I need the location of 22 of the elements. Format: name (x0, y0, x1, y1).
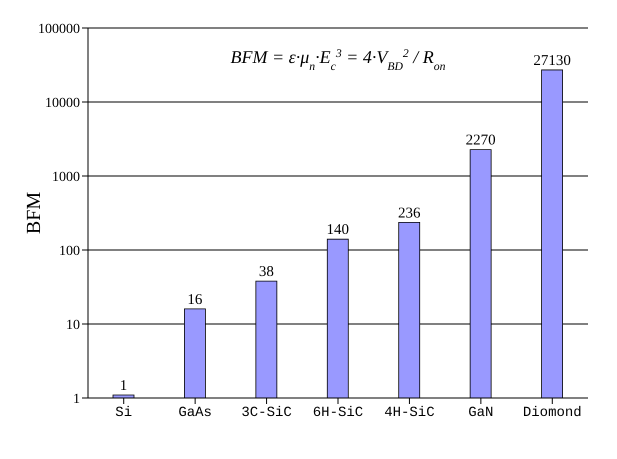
x-tick-label: GaAs (178, 404, 212, 421)
data-label: 38 (258, 264, 274, 280)
x-tick-label: 6H-SiC (312, 404, 364, 421)
data-label: 140 (326, 222, 350, 238)
x-tick-label: 3C-SiC (241, 404, 292, 421)
data-label: 27130 (533, 52, 571, 69)
y-tick-label: 100000 (38, 22, 80, 37)
y-tick-label: 1 (73, 392, 80, 407)
x-tick-label: 4H-SiC (384, 404, 435, 421)
data-label: 236 (398, 205, 421, 222)
y-tick-label: 1000 (52, 170, 80, 185)
y-axis-title: BFM (23, 192, 46, 234)
y-tick-label: 100 (59, 244, 80, 259)
text: BFM = ε·μ$_{n}$·E$_{c}$$^{3}$ = 4·V$_{BD}$$^{2}$ / R$_{on}$ (230, 46, 446, 72)
x-tick-label: GaN (468, 404, 494, 421)
data-label: 16 (187, 292, 203, 308)
data-label: 1 (120, 378, 128, 394)
x-tick-label: Si (115, 404, 132, 421)
data-label: 2270 (466, 132, 496, 149)
y-tick-label: 10 (66, 318, 80, 333)
x-tick-label: Diomond (522, 404, 582, 421)
y-tick-label: 10000 (45, 96, 80, 111)
